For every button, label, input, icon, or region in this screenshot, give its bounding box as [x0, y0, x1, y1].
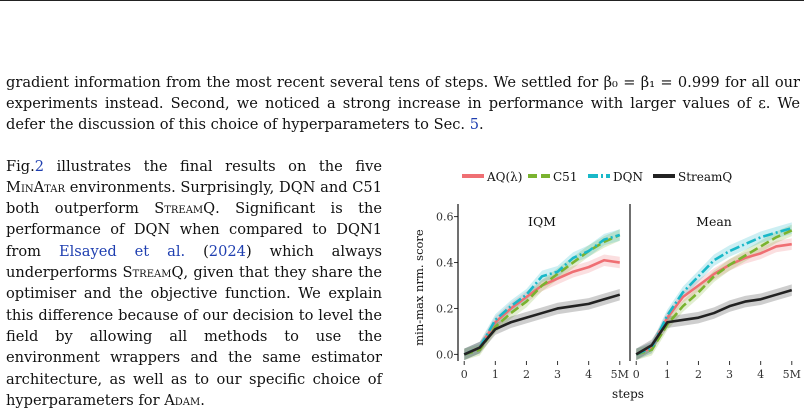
- confidence-band: [464, 288, 620, 361]
- panel-title: Mean: [696, 214, 732, 229]
- confidence-band: [464, 229, 620, 361]
- legend-label: C51: [553, 170, 577, 184]
- small-caps-term: MinAtar: [6, 178, 66, 196]
- small-caps-term: StreamQ: [154, 200, 216, 218]
- citation-link[interactable]: 2024: [208, 242, 246, 260]
- citation-link[interactable]: 5: [469, 116, 479, 134]
- x-tick-label: 4: [585, 368, 592, 381]
- text-segment: environments. Surprisingly, DQN and C51 …: [6, 178, 382, 218]
- x-tick-label: 5M: [611, 368, 629, 381]
- citation-link[interactable]: 2: [34, 157, 45, 175]
- x-tick-label: 2: [695, 368, 702, 381]
- x-tick-label: 4: [757, 368, 764, 381]
- x-tick-label: 3: [726, 368, 733, 381]
- panel-title: IQM: [528, 214, 556, 229]
- x-tick-label: 1: [492, 368, 499, 381]
- text-segment: (: [185, 242, 209, 260]
- legend-label: StreamQ: [678, 170, 732, 184]
- y-axis-label: min-max nrm. score: [412, 229, 426, 346]
- series-line-dqn: [635, 226, 793, 356]
- text-segment: Fig.: [6, 157, 35, 175]
- x-tick-label: 5M: [783, 368, 801, 381]
- series-line-streamq: [463, 293, 621, 356]
- confidence-band: [636, 284, 792, 361]
- x-tick-label: 0: [633, 368, 640, 381]
- top-rule: [0, 0, 804, 1]
- x-tick-label: 3: [554, 368, 561, 381]
- x-axis-label: steps: [612, 387, 644, 401]
- text-segment: gradient information from the most recen…: [6, 73, 800, 134]
- y-tick-label: 0.4: [436, 257, 454, 270]
- results-chart: AQ(λ) C51 DQN StreamQ min-max nrm. score 0.0 0…: [412, 170, 801, 401]
- text-segment: illustrates the final results on the fiv…: [44, 157, 382, 175]
- y-tick-label: 0.2: [436, 302, 454, 315]
- series-line-c51: [635, 229, 793, 356]
- paragraph-hyperparameters: gradient information from the most recen…: [6, 72, 800, 136]
- legend-label: AQ(λ): [486, 170, 522, 184]
- legend-label: DQN: [613, 170, 643, 184]
- series-line-dqn: [463, 233, 621, 356]
- paragraph-results: Fig.2 illustrates the final results on t…: [6, 156, 382, 412]
- y-tick-label: 0.0: [436, 348, 454, 361]
- series-line-streamq: [635, 288, 793, 356]
- citation-link[interactable]: Elsayed et al.: [58, 242, 186, 260]
- x-tick-label: 2: [523, 368, 530, 381]
- small-caps-term: StreamQ: [122, 264, 184, 282]
- text-segment: ) which always underperforms: [6, 242, 382, 282]
- x-tick-label: 0: [461, 368, 468, 381]
- small-caps-term: Adam: [164, 391, 201, 409]
- figure-2: AQ(λ) C51 DQN StreamQ min-max nrm. score 0.0 0…: [410, 160, 804, 416]
- text-segment: .: [478, 116, 484, 134]
- text-segment: . Significant is the performance of DQN …: [6, 200, 382, 260]
- text-segment: .: [200, 391, 205, 409]
- text-segment: , given that they share the optimiser an…: [6, 264, 382, 409]
- x-tick-label: 1: [664, 368, 671, 381]
- y-tick-label: 0.6: [436, 211, 454, 224]
